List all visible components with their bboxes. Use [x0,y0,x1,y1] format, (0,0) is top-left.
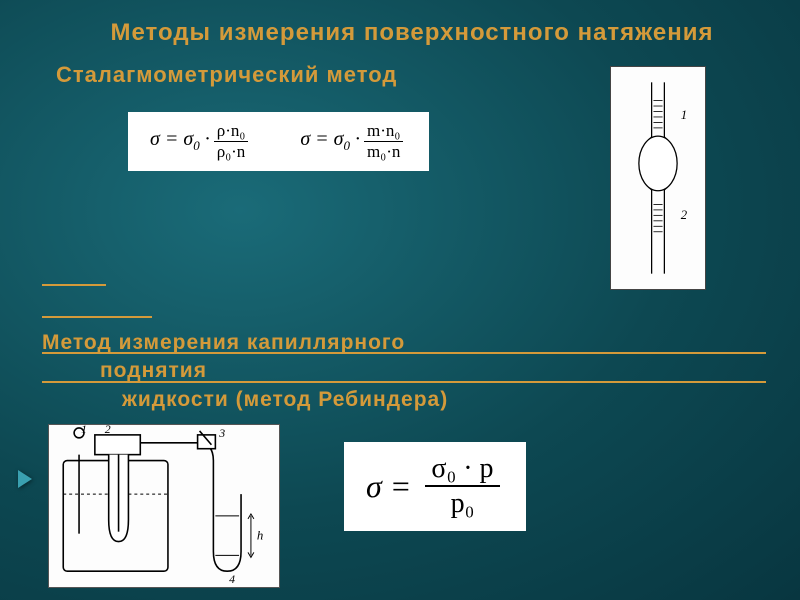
underline-decor [42,284,106,286]
formula-box-1: σ = σ0 · ρ·n₀ρ₀·n σ = σ0 · m·n₀m₀·n [128,112,429,171]
underline-decor [42,316,152,318]
stalag-label-2: 2 [681,208,688,222]
formula-box-2: σ = σ₀ · pp₀ [344,442,526,531]
reb-label-3: 3 [218,426,225,440]
stalag-label-1: 1 [681,108,687,122]
formula-1a: σ = σ0 · ρ·n₀ρ₀·n [150,122,252,161]
reb-label-2: 2 [105,425,111,436]
reb-label-h: h [257,529,263,543]
method2-title: Метод измерения капиллярного поднятия жи… [42,329,448,414]
reb-label-1: 1 [81,425,87,436]
slide-title: Методы измерения поверхностного натяжени… [52,18,772,48]
reb-label-4: 4 [229,572,235,586]
bullet-arrow-icon [18,470,32,488]
stalagmometer-figure: 1 2 [610,66,706,290]
rebinder-apparatus-figure: 1 2 3 4 h [48,424,280,588]
formula-1b: σ = σ0 · m·n₀m₀·n [300,122,407,161]
